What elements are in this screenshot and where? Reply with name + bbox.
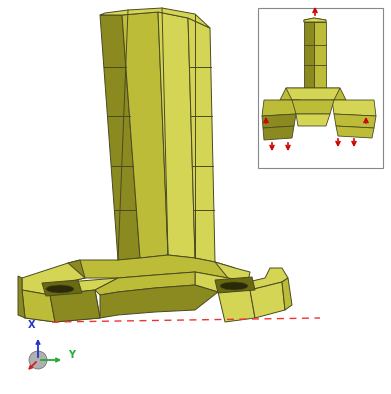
Ellipse shape	[46, 285, 74, 293]
Polygon shape	[95, 272, 195, 295]
Polygon shape	[250, 282, 285, 318]
Polygon shape	[286, 88, 340, 100]
Polygon shape	[158, 12, 195, 258]
Text: Y: Y	[68, 350, 75, 360]
Polygon shape	[332, 100, 376, 116]
Polygon shape	[100, 15, 140, 260]
Polygon shape	[62, 255, 235, 278]
Polygon shape	[262, 114, 296, 128]
Polygon shape	[215, 277, 255, 293]
Polygon shape	[336, 126, 374, 138]
Polygon shape	[100, 8, 210, 28]
Polygon shape	[100, 285, 218, 318]
Polygon shape	[122, 12, 168, 258]
Polygon shape	[188, 18, 215, 262]
Polygon shape	[262, 100, 300, 116]
Polygon shape	[22, 290, 55, 322]
Polygon shape	[42, 280, 82, 296]
Polygon shape	[334, 114, 376, 128]
Polygon shape	[22, 290, 100, 322]
Polygon shape	[296, 114, 330, 126]
Polygon shape	[292, 100, 334, 114]
Polygon shape	[314, 22, 326, 88]
Polygon shape	[215, 262, 250, 282]
Polygon shape	[304, 18, 326, 22]
Polygon shape	[195, 268, 288, 292]
Polygon shape	[50, 290, 100, 322]
Polygon shape	[280, 88, 346, 100]
Polygon shape	[282, 278, 292, 310]
Polygon shape	[304, 22, 314, 88]
Polygon shape	[304, 18, 326, 22]
Bar	[258, 8, 383, 168]
Polygon shape	[263, 126, 294, 140]
Polygon shape	[22, 263, 118, 295]
Polygon shape	[55, 260, 85, 282]
Polygon shape	[18, 276, 25, 318]
Ellipse shape	[220, 282, 248, 290]
Polygon shape	[218, 290, 255, 322]
Circle shape	[29, 351, 47, 369]
Text: X: X	[28, 320, 36, 330]
